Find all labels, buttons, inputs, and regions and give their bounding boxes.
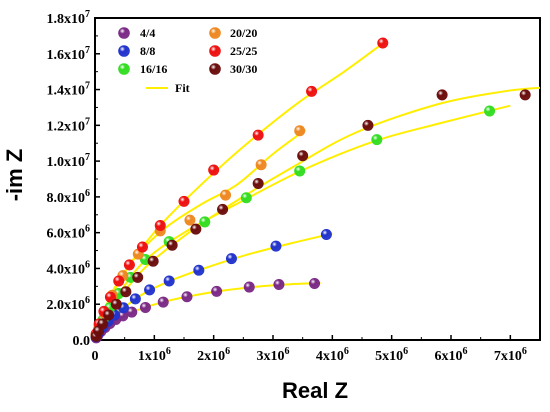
data-point xyxy=(270,240,282,252)
data-point xyxy=(294,125,306,137)
y-axis-title: -im Z xyxy=(2,149,27,202)
legend-label: Fit xyxy=(175,81,190,95)
data-point xyxy=(132,271,144,283)
legend-item-16-16: 16/16 xyxy=(118,62,167,76)
data-point xyxy=(220,189,232,201)
data-point xyxy=(103,309,115,321)
data-point xyxy=(110,298,122,310)
data-point xyxy=(163,275,175,287)
data-point xyxy=(484,105,496,117)
data-point xyxy=(144,284,156,296)
x-tick-label: 2x106 xyxy=(197,346,230,364)
data-point xyxy=(181,291,193,303)
data-point xyxy=(97,318,109,330)
data-point xyxy=(199,216,211,228)
x-axis-title: Real Z xyxy=(282,378,348,403)
data-point xyxy=(273,279,285,291)
data-point xyxy=(184,214,196,226)
data-point xyxy=(154,220,166,232)
data-point xyxy=(136,241,148,253)
data-point xyxy=(362,119,374,131)
legend-item-4-4: 4/4 xyxy=(118,26,155,40)
series-8-8 xyxy=(90,228,332,343)
data-point xyxy=(243,281,255,293)
legend-marker xyxy=(209,27,221,39)
legend-label: 20/20 xyxy=(230,26,257,40)
x-tick-label: 1x106 xyxy=(138,346,171,364)
x-tick-label: 5x106 xyxy=(375,346,408,364)
y-tick-label: 2.0x106 xyxy=(47,295,91,313)
y-tick-label: 1.6x107 xyxy=(47,45,91,63)
data-point xyxy=(294,165,306,177)
legend-marker xyxy=(118,63,130,75)
legend-marker xyxy=(209,63,221,75)
data-point xyxy=(297,150,309,162)
x-tick-label: 7x106 xyxy=(494,346,527,364)
y-tick-label: 6.0x106 xyxy=(47,224,91,242)
fit-curves xyxy=(94,40,541,341)
data-point xyxy=(120,286,132,298)
data-point xyxy=(240,192,252,204)
data-point xyxy=(139,301,151,313)
data-points xyxy=(90,37,531,344)
y-tick-label: 1.0x107 xyxy=(47,152,91,170)
x-tick-label: 0 xyxy=(92,349,99,364)
data-point xyxy=(113,275,125,287)
legend-marker xyxy=(209,45,221,57)
data-point xyxy=(225,253,237,265)
data-point xyxy=(157,296,169,308)
data-point xyxy=(193,264,205,276)
data-point xyxy=(217,203,229,215)
legend-item-20-20: 20/20 xyxy=(209,26,257,40)
data-point xyxy=(178,195,190,207)
legend-item-30-30: 30/30 xyxy=(209,62,257,76)
data-point xyxy=(377,37,389,49)
data-point xyxy=(252,129,264,141)
legend-marker xyxy=(118,27,130,39)
data-point xyxy=(147,255,159,267)
y-tick-label: 1.8x107 xyxy=(47,9,91,27)
legend-label: 25/25 xyxy=(230,44,257,58)
legend: 4/4 8/8 16/16 20/20 25/25 30/30 Fit xyxy=(118,26,257,95)
data-point xyxy=(211,285,223,297)
y-tick-label: 1.4x107 xyxy=(47,81,91,99)
data-point xyxy=(371,134,383,146)
data-point xyxy=(123,259,135,271)
data-point xyxy=(255,159,267,171)
data-point xyxy=(104,291,116,303)
data-point xyxy=(190,223,202,235)
x-tick-label: 3x106 xyxy=(257,346,290,364)
x-tick-label: 6x106 xyxy=(435,346,468,364)
series-30-30 xyxy=(90,89,531,342)
data-point xyxy=(166,239,178,251)
data-point xyxy=(306,85,318,97)
y-tick-label: 4.0x106 xyxy=(47,259,91,277)
data-point xyxy=(519,89,531,101)
data-point xyxy=(252,177,264,189)
x-tick-label: 4x106 xyxy=(316,346,349,364)
fit-curve-30-30 xyxy=(94,86,541,341)
data-point xyxy=(436,89,448,101)
legend-item-fit: Fit xyxy=(146,81,190,95)
data-point xyxy=(208,164,220,176)
data-point xyxy=(129,293,141,305)
legend-label: 16/16 xyxy=(140,62,167,76)
legend-item-8-8: 8/8 xyxy=(118,44,155,58)
legend-label: 30/30 xyxy=(230,62,257,76)
legend-label: 4/4 xyxy=(140,26,155,40)
data-point xyxy=(320,228,332,240)
fit-curve-25-25 xyxy=(94,40,387,341)
y-tick-label: 8.0x106 xyxy=(47,188,91,206)
y-tick-label: 1.2x107 xyxy=(47,116,91,134)
legend-item-25-25: 25/25 xyxy=(209,44,257,58)
y-tick-label: 0.0 xyxy=(73,334,91,349)
data-point xyxy=(309,277,321,289)
legend-label: 8/8 xyxy=(140,44,155,58)
legend-marker xyxy=(118,45,130,57)
axes: 0 1x106 2x106 3x106 4x106 5x106 6x106 7x106 0.0 2… xyxy=(47,9,541,364)
